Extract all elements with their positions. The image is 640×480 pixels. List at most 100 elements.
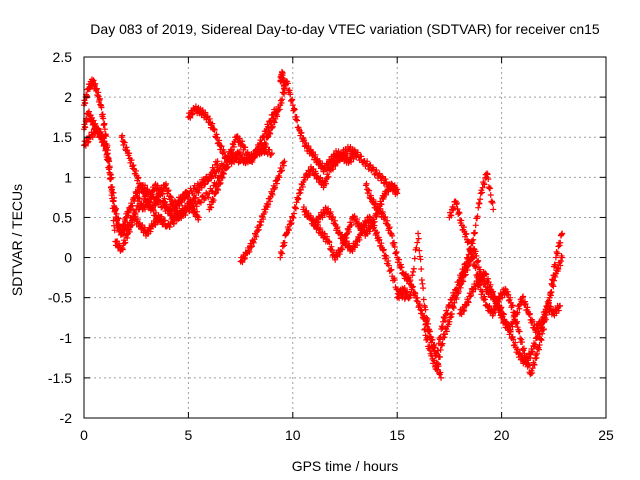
data-point [420,285,427,292]
data-point [537,336,544,343]
data-point [460,278,467,285]
data-point [280,76,287,83]
data-point [305,143,312,150]
data-point [266,146,273,153]
data-point [453,296,460,303]
data-point [503,319,510,326]
data-point [416,247,423,254]
data-point [180,210,187,217]
data-point [474,213,481,220]
data-point [481,181,488,188]
data-point [315,218,322,225]
data-point [483,170,490,177]
data-point [322,180,329,187]
data-point [370,196,377,203]
data-point [524,363,531,370]
data-point [463,302,470,309]
x-tick-label: 15 [389,427,405,443]
data-point [178,199,185,206]
data-point [460,224,467,231]
data-point [521,301,528,308]
data-point [515,302,522,309]
data-point [278,167,285,174]
data-point [215,187,222,194]
data-point [394,190,401,197]
data-point [297,189,304,196]
data-point [471,230,478,237]
data-point [273,180,280,187]
data-point [113,210,120,217]
data-point [366,162,373,169]
data-point [288,97,295,104]
data-point [339,246,346,253]
data-point [287,91,294,98]
data-point [402,270,409,277]
data-point [466,246,473,253]
x-tick-label: 25 [598,427,614,443]
data-point [538,337,545,344]
data-point [168,194,175,201]
data-point [507,294,514,301]
data-point [393,186,400,193]
data-point [484,171,491,178]
data-point [83,92,90,99]
data-point [377,205,384,212]
data-point [450,305,457,312]
data-point [280,162,287,169]
data-point [438,326,445,333]
data-point [368,216,375,223]
data-point [279,243,286,250]
data-point [209,120,216,127]
data-point [512,339,519,346]
data-point [193,208,200,215]
data-point [317,174,324,181]
data-point [166,223,173,230]
data-point [86,85,93,92]
data-point [285,226,292,233]
data-point [267,130,274,137]
data-point [414,294,421,301]
data-point [197,199,204,206]
data-point [123,144,130,151]
data-point [127,159,134,166]
data-point [98,104,105,111]
data-point [262,209,269,216]
data-point [473,252,480,259]
data-point [328,243,335,250]
data-point [358,230,365,237]
data-point [101,126,108,133]
data-point [467,245,474,252]
data-point [472,264,479,271]
data-point [325,238,332,245]
data-point [479,277,486,284]
data-point [229,146,236,153]
data-point [507,326,514,333]
data-point [557,262,564,269]
data-point [104,150,111,157]
data-point [108,174,115,181]
data-point [529,349,536,356]
data-point [128,157,135,164]
data-point [226,155,233,162]
data-point [136,195,143,202]
axis-ticks: 0 5 10 15 20 25 -2 -1.5 -1 -0.5 0 0.5 1 1.5 2 2.5 [48,49,614,443]
data-point [158,213,165,220]
data-point [536,341,543,348]
data-point [241,255,248,262]
data-point [406,294,413,301]
data-point [373,213,380,220]
data-point [245,151,252,158]
data-point [547,303,554,310]
data-point [281,239,288,246]
data-point [540,326,547,333]
data-point [100,115,107,122]
data-point [283,230,290,237]
data-point [351,150,358,157]
data-point [109,184,116,191]
data-point [520,293,527,300]
data-point [443,328,450,335]
data-point [239,259,246,266]
data-point [548,280,555,287]
data-point [433,350,440,357]
data-point [447,314,454,321]
